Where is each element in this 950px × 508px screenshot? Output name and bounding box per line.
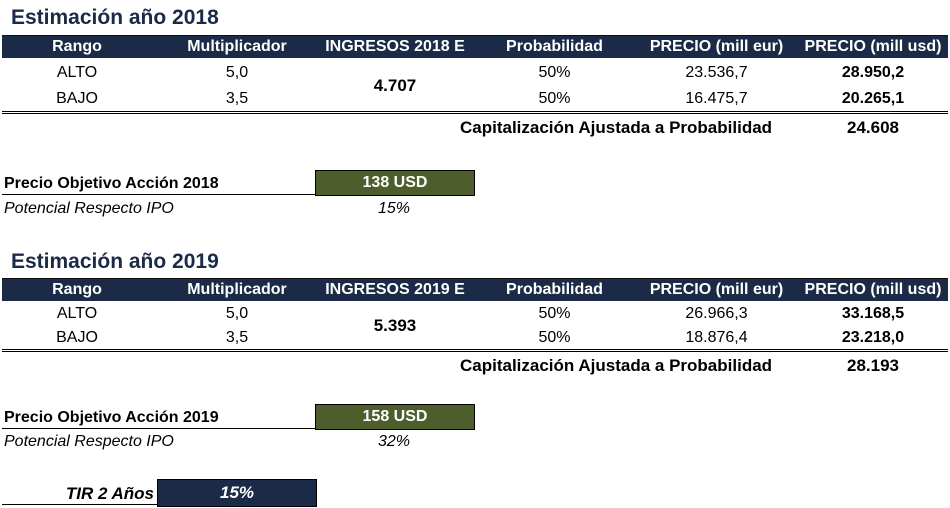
col-precio-eur-header: PRECIO (mill eur) [649,281,784,298]
target-2019-underline [2,428,315,429]
usd-cell: 23.218,0 [841,329,905,346]
tir-value: 15% [157,479,317,507]
rango-cell: BAJO [56,90,98,107]
col-rango-header: Rango [52,38,102,55]
cap-2018-value: 24.608 [847,118,899,137]
cap-2018-label: Capitalización Ajustada a Probabilidad [460,118,773,137]
table-2018-rule [2,111,948,112]
potential-2019-value: 32% [377,433,411,450]
prob-cell: 50% [538,329,571,346]
col-probabilidad-header: Probabilidad [506,281,603,298]
target-2018-value: 138 USD [315,170,475,196]
table-2019-rule [2,349,948,350]
table-2019-header: Rango Multiplicador INGRESOS 2019 E Prob… [2,278,948,301]
section-2019-title: Estimación año 2019 [11,250,219,273]
col-probabilidad-header: Probabilidad [506,38,603,55]
tir-label: TIR 2 Años [65,484,154,503]
target-2018-label: Precio Objetivo Acción 2018 [4,175,219,192]
table-2019-rule-double [2,351,948,352]
cap-2019-label: Capitalización Ajustada a Probabilidad [460,356,773,375]
usd-cell: 33.168,5 [841,305,905,322]
eur-cell: 16.475,7 [685,90,748,107]
col-multiplicador-header: Multiplicador [187,38,287,55]
prob-cell: 50% [538,305,571,322]
rango-cell: ALTO [56,64,98,81]
table-2018-rule-double [2,113,948,114]
mult-cell: 3,5 [225,90,249,107]
ingresos-2018-value: 4.707 [373,76,417,95]
tir-underline [2,504,158,505]
target-2018-underline [2,194,315,195]
potential-2019-label: Potencial Respecto IPO [4,433,174,450]
section-2018-title: Estimación año 2018 [11,6,219,29]
ingresos-2019-value: 5.393 [373,316,417,335]
col-multiplicador-header: Multiplicador [187,281,287,298]
col-rango-header: Rango [52,281,102,298]
col-precio-usd-header: PRECIO (mill usd) [804,38,942,55]
usd-cell: 28.950,2 [841,64,905,81]
prob-cell: 50% [538,64,571,81]
table-2018-header: Rango Multiplicador INGRESOS 2018 E Prob… [2,35,948,58]
target-2019-label: Precio Objetivo Acción 2019 [4,409,219,426]
eur-cell: 26.966,3 [685,305,748,322]
col-precio-eur-header: PRECIO (mill eur) [649,38,784,55]
rango-cell: ALTO [56,305,98,322]
eur-cell: 18.876,4 [685,329,748,346]
potential-2018-label: Potencial Respecto IPO [4,200,174,217]
potential-2018-value: 15% [377,200,411,217]
cap-2019-value: 28.193 [847,356,899,375]
col-precio-usd-header: PRECIO (mill usd) [804,281,942,298]
eur-cell: 23.536,7 [685,64,748,81]
col-ingresos-header: INGRESOS 2019 E [325,281,465,298]
prob-cell: 50% [538,90,571,107]
col-ingresos-header: INGRESOS 2018 E [325,38,465,55]
usd-cell: 20.265,1 [841,90,905,107]
target-2019-value: 158 USD [315,404,475,430]
mult-cell: 5,0 [225,305,249,322]
rango-cell: BAJO [56,329,98,346]
mult-cell: 5,0 [225,64,249,81]
mult-cell: 3,5 [225,329,249,346]
